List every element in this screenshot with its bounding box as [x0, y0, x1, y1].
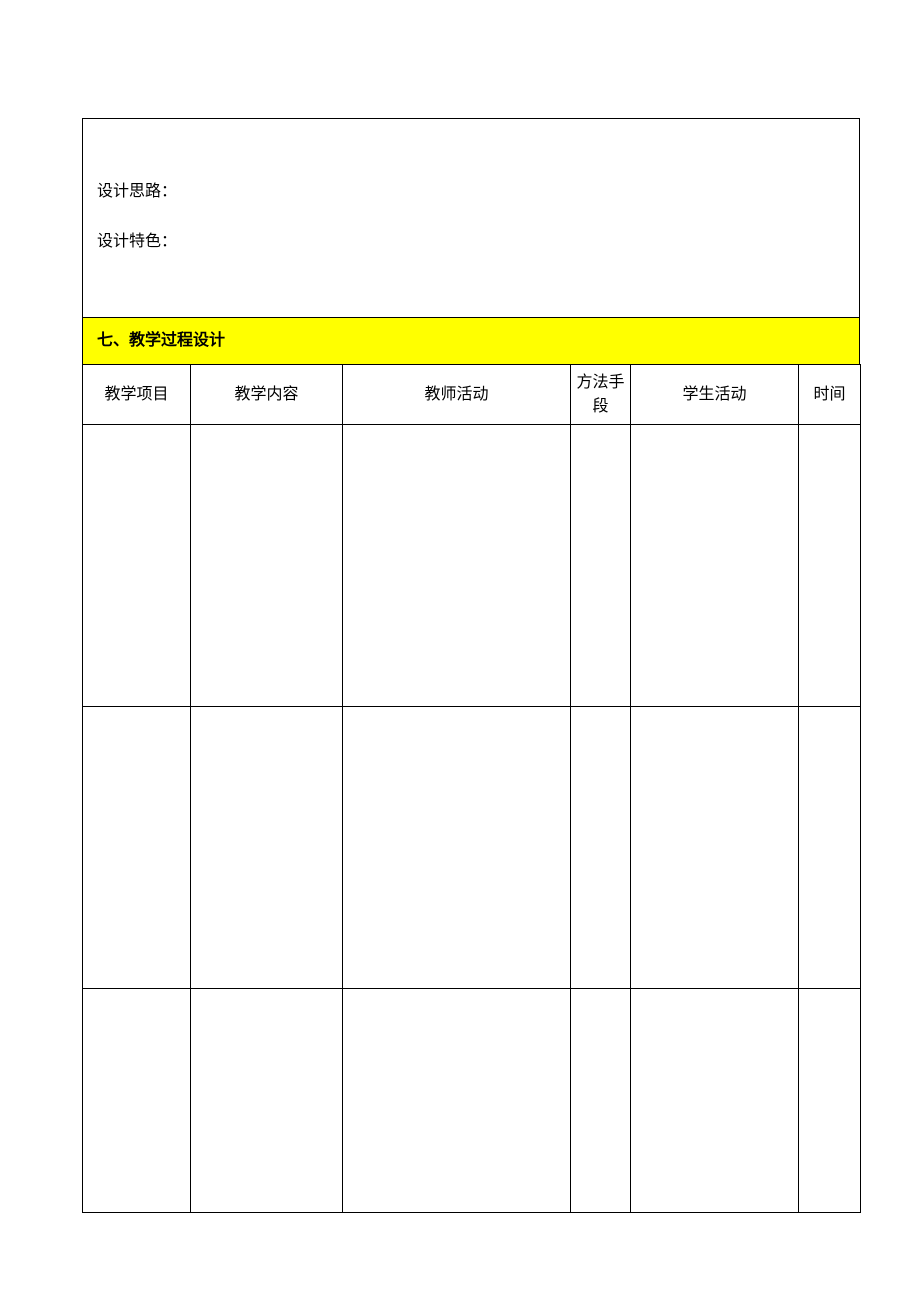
cell — [83, 425, 191, 707]
design-feature-label: 设计特色： — [83, 217, 859, 267]
cell — [799, 989, 861, 1213]
cell — [343, 425, 571, 707]
teaching-process-table: 教学项目 教学内容 教师活动 方法手段 学生活动 时间 — [82, 364, 861, 1213]
cell — [343, 707, 571, 989]
design-thinking-label: 设计思路： — [83, 119, 859, 217]
table-row — [83, 989, 861, 1213]
cell — [631, 425, 799, 707]
header-teaching-content: 教学内容 — [191, 365, 343, 425]
section-seven-header: 七、教学过程设计 — [82, 317, 860, 364]
header-method-means: 方法手段 — [571, 365, 631, 425]
cell — [191, 989, 343, 1213]
table-row — [83, 425, 861, 707]
cell — [799, 425, 861, 707]
cell — [571, 707, 631, 989]
cell — [191, 425, 343, 707]
document-page: 设计思路： 设计特色： 七、教学过程设计 教学项目 教学内容 教师活动 方法手段… — [82, 118, 860, 1213]
cell — [83, 989, 191, 1213]
cell — [83, 707, 191, 989]
header-time: 时间 — [799, 365, 861, 425]
cell — [191, 707, 343, 989]
cell — [631, 989, 799, 1213]
table-header-row: 教学项目 教学内容 教师活动 方法手段 学生活动 时间 — [83, 365, 861, 425]
cell — [571, 425, 631, 707]
cell — [571, 989, 631, 1213]
header-teacher-activity: 教师活动 — [343, 365, 571, 425]
header-teaching-item: 教学项目 — [83, 365, 191, 425]
cell — [631, 707, 799, 989]
design-notes-section: 设计思路： 设计特色： — [82, 118, 860, 317]
cell — [343, 989, 571, 1213]
header-student-activity: 学生活动 — [631, 365, 799, 425]
cell — [799, 707, 861, 989]
table-row — [83, 707, 861, 989]
